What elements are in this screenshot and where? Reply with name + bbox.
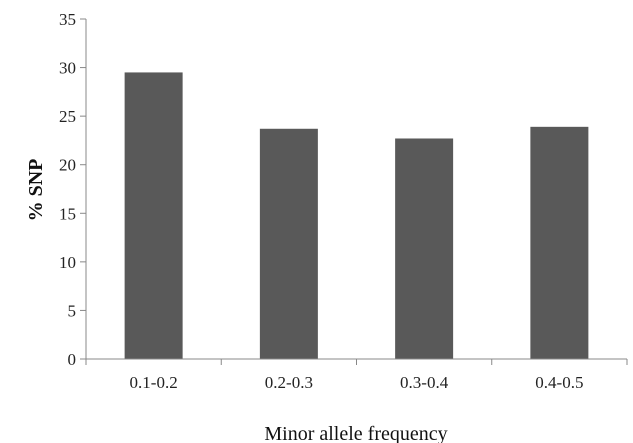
y-tick-label: 10 — [59, 253, 76, 272]
bar-0.2-0.3 — [259, 128, 318, 359]
y-tick-label: 30 — [59, 59, 76, 78]
y-axis-title: % SNP — [25, 159, 47, 222]
x-tick-label: 0.1-0.2 — [130, 373, 178, 392]
bar-0.3-0.4 — [395, 138, 454, 359]
bars — [124, 72, 589, 359]
y-tick-label: 5 — [68, 301, 77, 320]
y-tick-label: 15 — [59, 204, 76, 223]
x-axis: 0.1-0.2 0.2-0.3 0.3-0.4 0.4-0.5 — [85, 358, 628, 392]
bar-0.1-0.2 — [124, 72, 183, 359]
x-tick-label: 0.4-0.5 — [535, 373, 583, 392]
x-tick-label: 0.2-0.3 — [265, 373, 313, 392]
y-tick-label: 0 — [68, 350, 77, 369]
bar-0.4-0.5 — [530, 126, 589, 359]
y-tick-label: 20 — [59, 156, 76, 175]
y-axis: 0 5 10 15 20 25 30 35 — [59, 10, 87, 369]
x-axis-title: Minor allele frequency — [264, 423, 447, 443]
x-tick-label: 0.3-0.4 — [400, 373, 449, 392]
y-tick-label: 25 — [59, 107, 76, 126]
y-tick-label: 35 — [59, 10, 76, 29]
